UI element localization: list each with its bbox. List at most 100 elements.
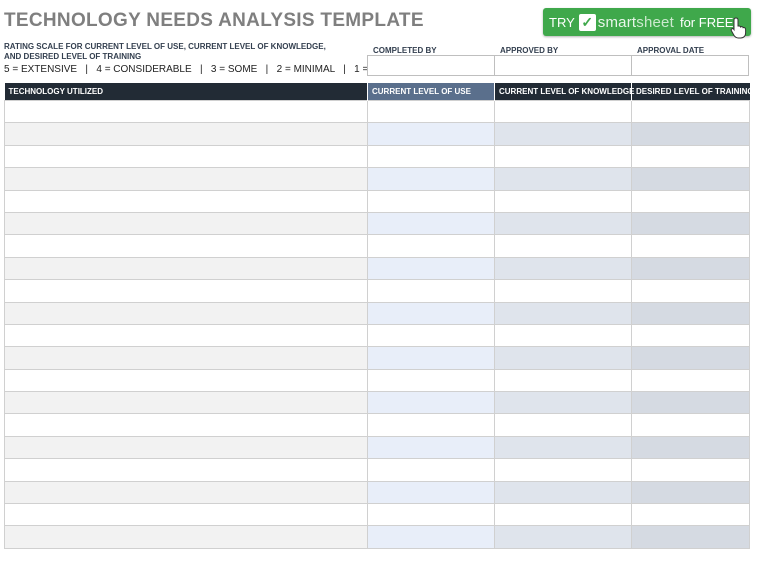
technology-cell[interactable] [4, 368, 368, 393]
current-use-cell[interactable] [367, 144, 495, 169]
current-use-cell[interactable] [367, 503, 495, 527]
current-knowledge-cell[interactable] [494, 323, 632, 348]
approved-by-field[interactable] [494, 55, 632, 76]
desired-training-cell[interactable] [631, 368, 750, 393]
header-current-level-of-knowledge: CURRENT LEVEL OF KNOWLEDGE [494, 83, 634, 101]
desired-training-cell[interactable] [631, 525, 750, 549]
current-use-cell[interactable] [367, 346, 495, 370]
desired-training-cell[interactable] [631, 413, 750, 437]
current-use-cell[interactable] [367, 256, 495, 281]
current-use-cell[interactable] [367, 368, 495, 393]
current-knowledge-cell[interactable] [494, 525, 632, 549]
desired-training-cell[interactable] [631, 279, 750, 303]
current-knowledge-cell[interactable] [494, 391, 632, 415]
desired-training-cell[interactable] [631, 234, 750, 258]
smartsheet-logo: smartsheet [597, 13, 674, 31]
current-use-cell[interactable] [367, 301, 495, 325]
desired-training-cell[interactable] [631, 144, 750, 169]
desired-training-cell[interactable] [631, 122, 750, 146]
technology-cell[interactable] [4, 99, 368, 124]
desired-training-cell[interactable] [631, 480, 750, 505]
technology-cell[interactable] [4, 234, 368, 258]
current-knowledge-cell[interactable] [494, 122, 632, 146]
technology-cell[interactable] [4, 279, 368, 303]
desired-training-cell[interactable] [631, 323, 750, 348]
current-use-cell[interactable] [367, 211, 495, 236]
table-header-row: TECHNOLOGY UTILIZED CURRENT LEVEL OF USE… [4, 83, 754, 101]
technology-cell[interactable] [4, 167, 368, 191]
technology-cell[interactable] [4, 458, 368, 482]
current-knowledge-cell[interactable] [494, 99, 632, 124]
current-knowledge-cell[interactable] [494, 368, 632, 393]
current-use-cell[interactable] [367, 480, 495, 505]
desired-training-cell[interactable] [631, 167, 750, 191]
technology-cell[interactable] [4, 144, 368, 169]
current-knowledge-cell[interactable] [494, 167, 632, 191]
technology-cell[interactable] [4, 122, 368, 146]
technology-cell[interactable] [4, 435, 368, 460]
current-use-cell[interactable] [367, 413, 495, 437]
current-use-cell[interactable] [367, 167, 495, 191]
current-knowledge-cell[interactable] [494, 413, 632, 437]
desired-training-cell[interactable] [631, 301, 750, 325]
approval-date-field[interactable] [631, 55, 749, 76]
current-knowledge-cell[interactable] [494, 458, 632, 482]
current-knowledge-cell[interactable] [494, 144, 632, 169]
table-row [4, 368, 750, 393]
current-knowledge-cell[interactable] [494, 435, 632, 460]
table-row [4, 323, 750, 348]
desired-training-cell[interactable] [631, 256, 750, 281]
current-use-cell[interactable] [367, 458, 495, 482]
rating-scale-label: RATING SCALE for CURRENT LEVEL OF USE, C… [4, 42, 326, 61]
technology-cell[interactable] [4, 480, 368, 505]
desired-training-cell[interactable] [631, 503, 750, 527]
header-technology-utilized: TECHNOLOGY UTILIZED [4, 83, 368, 101]
current-knowledge-cell[interactable] [494, 234, 632, 258]
desired-training-cell[interactable] [631, 435, 750, 460]
current-use-cell[interactable] [367, 122, 495, 146]
current-use-cell[interactable] [367, 525, 495, 549]
technology-cell[interactable] [4, 189, 368, 213]
current-use-cell[interactable] [367, 323, 495, 348]
completed-by-label: COMPLETED BY [373, 46, 437, 55]
table-row [4, 346, 750, 370]
desired-training-cell[interactable] [631, 189, 750, 213]
current-knowledge-cell[interactable] [494, 503, 632, 527]
technology-cell[interactable] [4, 211, 368, 236]
current-use-cell[interactable] [367, 234, 495, 258]
current-knowledge-cell[interactable] [494, 346, 632, 370]
completed-by-field[interactable] [367, 55, 495, 76]
current-knowledge-cell[interactable] [494, 279, 632, 303]
current-knowledge-cell[interactable] [494, 211, 632, 236]
technology-cell[interactable] [4, 301, 368, 325]
current-knowledge-cell[interactable] [494, 256, 632, 281]
current-use-cell[interactable] [367, 279, 495, 303]
rating-scale-values: 5 = EXTENSIVE | 4 = CONSIDERABLE | 3 = S… [4, 64, 400, 75]
current-use-cell[interactable] [367, 435, 495, 460]
desired-training-cell[interactable] [631, 391, 750, 415]
technology-cell[interactable] [4, 323, 368, 348]
technology-cell[interactable] [4, 346, 368, 370]
technology-cell[interactable] [4, 413, 368, 437]
desired-training-cell[interactable] [631, 99, 750, 124]
current-use-cell[interactable] [367, 391, 495, 415]
current-use-cell[interactable] [367, 189, 495, 213]
current-knowledge-cell[interactable] [494, 480, 632, 505]
technology-cell[interactable] [4, 503, 368, 527]
table-row [4, 122, 750, 146]
desired-training-cell[interactable] [631, 458, 750, 482]
desired-training-cell[interactable] [631, 211, 750, 236]
try-smartsheet-button[interactable]: TRY ✓ smartsheet for FREE [543, 8, 751, 36]
table-row [4, 99, 750, 124]
table-row [4, 234, 750, 258]
technology-cell[interactable] [4, 525, 368, 549]
current-knowledge-cell[interactable] [494, 301, 632, 325]
current-knowledge-cell[interactable] [494, 189, 632, 213]
technology-cell[interactable] [4, 391, 368, 415]
current-use-cell[interactable] [367, 99, 495, 124]
page-title: TECHNOLOGY NEEDS ANALYSIS TEMPLATE [4, 10, 424, 31]
table-row [4, 480, 750, 505]
desired-training-cell[interactable] [631, 346, 750, 370]
technology-cell[interactable] [4, 256, 368, 281]
